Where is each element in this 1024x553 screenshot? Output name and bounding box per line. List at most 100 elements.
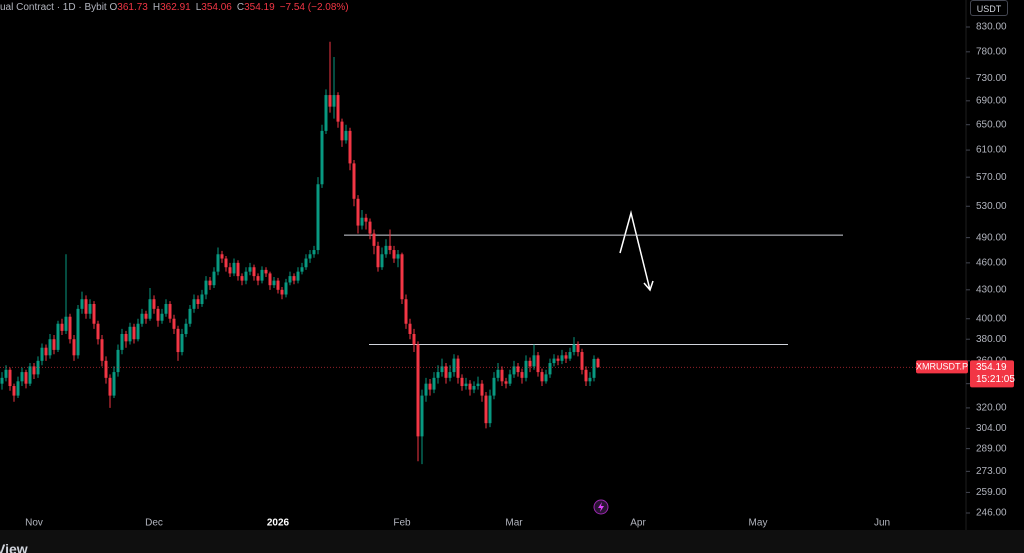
candle-body xyxy=(276,280,280,290)
candle-body xyxy=(444,366,448,378)
candle-body xyxy=(448,372,452,378)
candle-body xyxy=(544,374,548,382)
candle-body xyxy=(136,323,140,340)
candle-body xyxy=(520,372,524,378)
candle-body xyxy=(464,383,468,387)
candle-body xyxy=(536,355,540,373)
candle-body xyxy=(148,299,152,319)
candle-body xyxy=(28,366,32,384)
candle-body xyxy=(436,372,440,378)
candle-body xyxy=(100,339,104,361)
candle-body xyxy=(32,366,36,375)
candle-body xyxy=(152,299,156,309)
candle-body xyxy=(284,282,288,295)
y-tick-label: 304.00 xyxy=(976,423,1007,434)
y-tick-label: 400.00 xyxy=(976,313,1007,324)
bottom-bar xyxy=(0,530,1024,553)
symbol: ual Contract · 1D · Bybit xyxy=(0,2,107,13)
candle-body xyxy=(76,308,80,356)
candle-body xyxy=(4,369,8,378)
candle-body xyxy=(68,316,72,340)
candle-body xyxy=(352,163,356,199)
candle-body xyxy=(528,360,532,367)
candle-body xyxy=(168,304,172,319)
price-label: 354.19 xyxy=(976,362,1007,373)
candle-body xyxy=(484,395,488,424)
candle-body xyxy=(216,254,220,272)
candle-body xyxy=(240,276,244,281)
o-label: O xyxy=(109,2,118,13)
candle-body xyxy=(492,377,496,396)
candle-body xyxy=(244,271,248,281)
candle-body xyxy=(232,262,236,274)
candle-body xyxy=(388,245,392,251)
candle-body xyxy=(192,299,196,309)
candle-body xyxy=(472,386,476,390)
candle-body xyxy=(36,360,40,375)
candle-body xyxy=(592,358,596,378)
x-tick-label: 2026 xyxy=(267,518,290,529)
candle-body xyxy=(160,313,164,321)
arrow-drawing xyxy=(619,210,651,291)
x-tick-label: Dec xyxy=(145,518,163,529)
candle-body xyxy=(176,328,180,353)
candle-body xyxy=(500,369,504,382)
y-tick-label: 259.00 xyxy=(976,487,1007,498)
candle-body xyxy=(476,383,480,387)
candle-body xyxy=(268,273,272,286)
candle-body xyxy=(432,377,436,390)
y-tick-label: 690.00 xyxy=(976,95,1007,106)
legend-header: ual Contract · 1D · Bybit O 361.73 H 362.9… xyxy=(0,2,349,13)
candle-body xyxy=(292,276,296,281)
y-tick-label: 830.00 xyxy=(976,22,1007,33)
candle-body xyxy=(380,254,384,268)
c-label: C xyxy=(236,2,245,13)
candle-body xyxy=(332,95,336,107)
y-tick-label: 430.00 xyxy=(976,284,1007,295)
candle-body xyxy=(556,358,560,361)
y-tick-label: 246.00 xyxy=(976,508,1007,519)
candle-body xyxy=(80,299,84,309)
y-tick-label: 490.00 xyxy=(976,232,1007,243)
candle-body xyxy=(296,271,300,281)
candle-body xyxy=(328,95,332,107)
candle-body xyxy=(324,95,328,131)
candle-body xyxy=(96,323,100,340)
candle-body xyxy=(548,363,552,375)
candle-body xyxy=(564,355,568,359)
candle-body xyxy=(124,333,128,342)
candle-body xyxy=(188,308,192,324)
candle-body xyxy=(368,221,372,234)
candle-body xyxy=(460,377,464,387)
candle-body xyxy=(344,130,348,141)
candle-body xyxy=(272,280,276,286)
candle-body xyxy=(60,323,64,331)
candle-body xyxy=(488,395,492,424)
candle-body xyxy=(384,245,388,255)
candle-body xyxy=(104,360,108,378)
currency-button[interactable]: USDT xyxy=(970,0,1008,16)
candle-body xyxy=(420,395,424,437)
candle-body xyxy=(288,276,292,283)
candle-body xyxy=(208,280,212,286)
candle-body xyxy=(196,299,200,305)
candle-body xyxy=(236,262,240,277)
candle-body xyxy=(52,339,56,350)
candle-body xyxy=(116,349,120,373)
l-value: 354.06 xyxy=(201,2,232,13)
y-tick-label: 570.00 xyxy=(976,172,1007,183)
o-value: 361.73 xyxy=(117,2,148,13)
y-tick-label: 610.00 xyxy=(976,145,1007,156)
candle-body xyxy=(108,377,112,396)
y-tick-label: 650.00 xyxy=(976,119,1007,130)
l-label: L xyxy=(195,2,202,13)
candle-body xyxy=(120,333,124,350)
candle-body xyxy=(596,358,600,368)
c-value: 354.19 xyxy=(244,2,275,13)
candle-body xyxy=(336,95,340,122)
candle-body xyxy=(440,366,444,373)
candle-body xyxy=(0,377,4,384)
candle-body xyxy=(356,198,360,226)
x-tick-label: Apr xyxy=(630,518,646,529)
